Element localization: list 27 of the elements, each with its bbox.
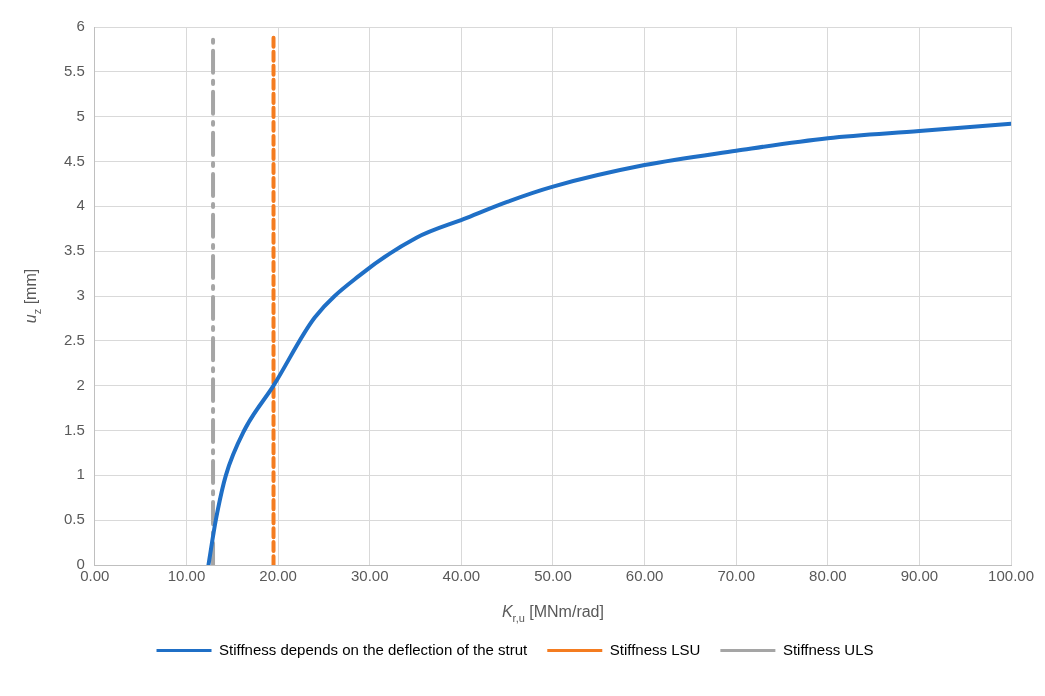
y-tick-label: 1 (76, 465, 85, 483)
y-tick-label: 4.5 (63, 151, 85, 169)
x-tick-label: 10.00 (167, 567, 206, 585)
x-tick-label: 50.00 (534, 567, 572, 585)
x-tick-label: 80.00 (809, 567, 847, 585)
y-tick-label: 3 (76, 286, 85, 304)
x-tick-label: 100.00 (988, 567, 1035, 585)
y-tick-label: 2 (76, 375, 85, 393)
x-tick-label: 60.00 (625, 567, 664, 585)
y-tick-label: 5.5 (63, 61, 85, 79)
x-tick-label: 90.00 (900, 567, 939, 585)
y-tick-label: 5 (76, 106, 85, 124)
y-tick-label: 4 (76, 196, 85, 214)
y-tick-label: 6 (76, 17, 85, 35)
legend-label: Stiffness LSU (609, 640, 701, 658)
y-tick-label: 1.5 (63, 420, 85, 438)
x-tick-label: 70.00 (717, 567, 755, 585)
legend-label: Stiffness depends on the deflection of the strut (219, 640, 529, 658)
line-series (206, 121, 1012, 565)
x-tick-label: 40.00 (442, 567, 481, 585)
y-tick-label: 3.5 (63, 241, 85, 259)
y-axis-title: uz [mm] (22, 268, 43, 324)
x-tick-label: 30.00 (350, 567, 389, 585)
y-tick-label: 2.5 (63, 330, 85, 348)
y-tick-label: 0.5 (63, 510, 85, 528)
x-tick-label: 20.00 (259, 567, 297, 585)
legend-label: Stiffness ULS (782, 640, 874, 658)
